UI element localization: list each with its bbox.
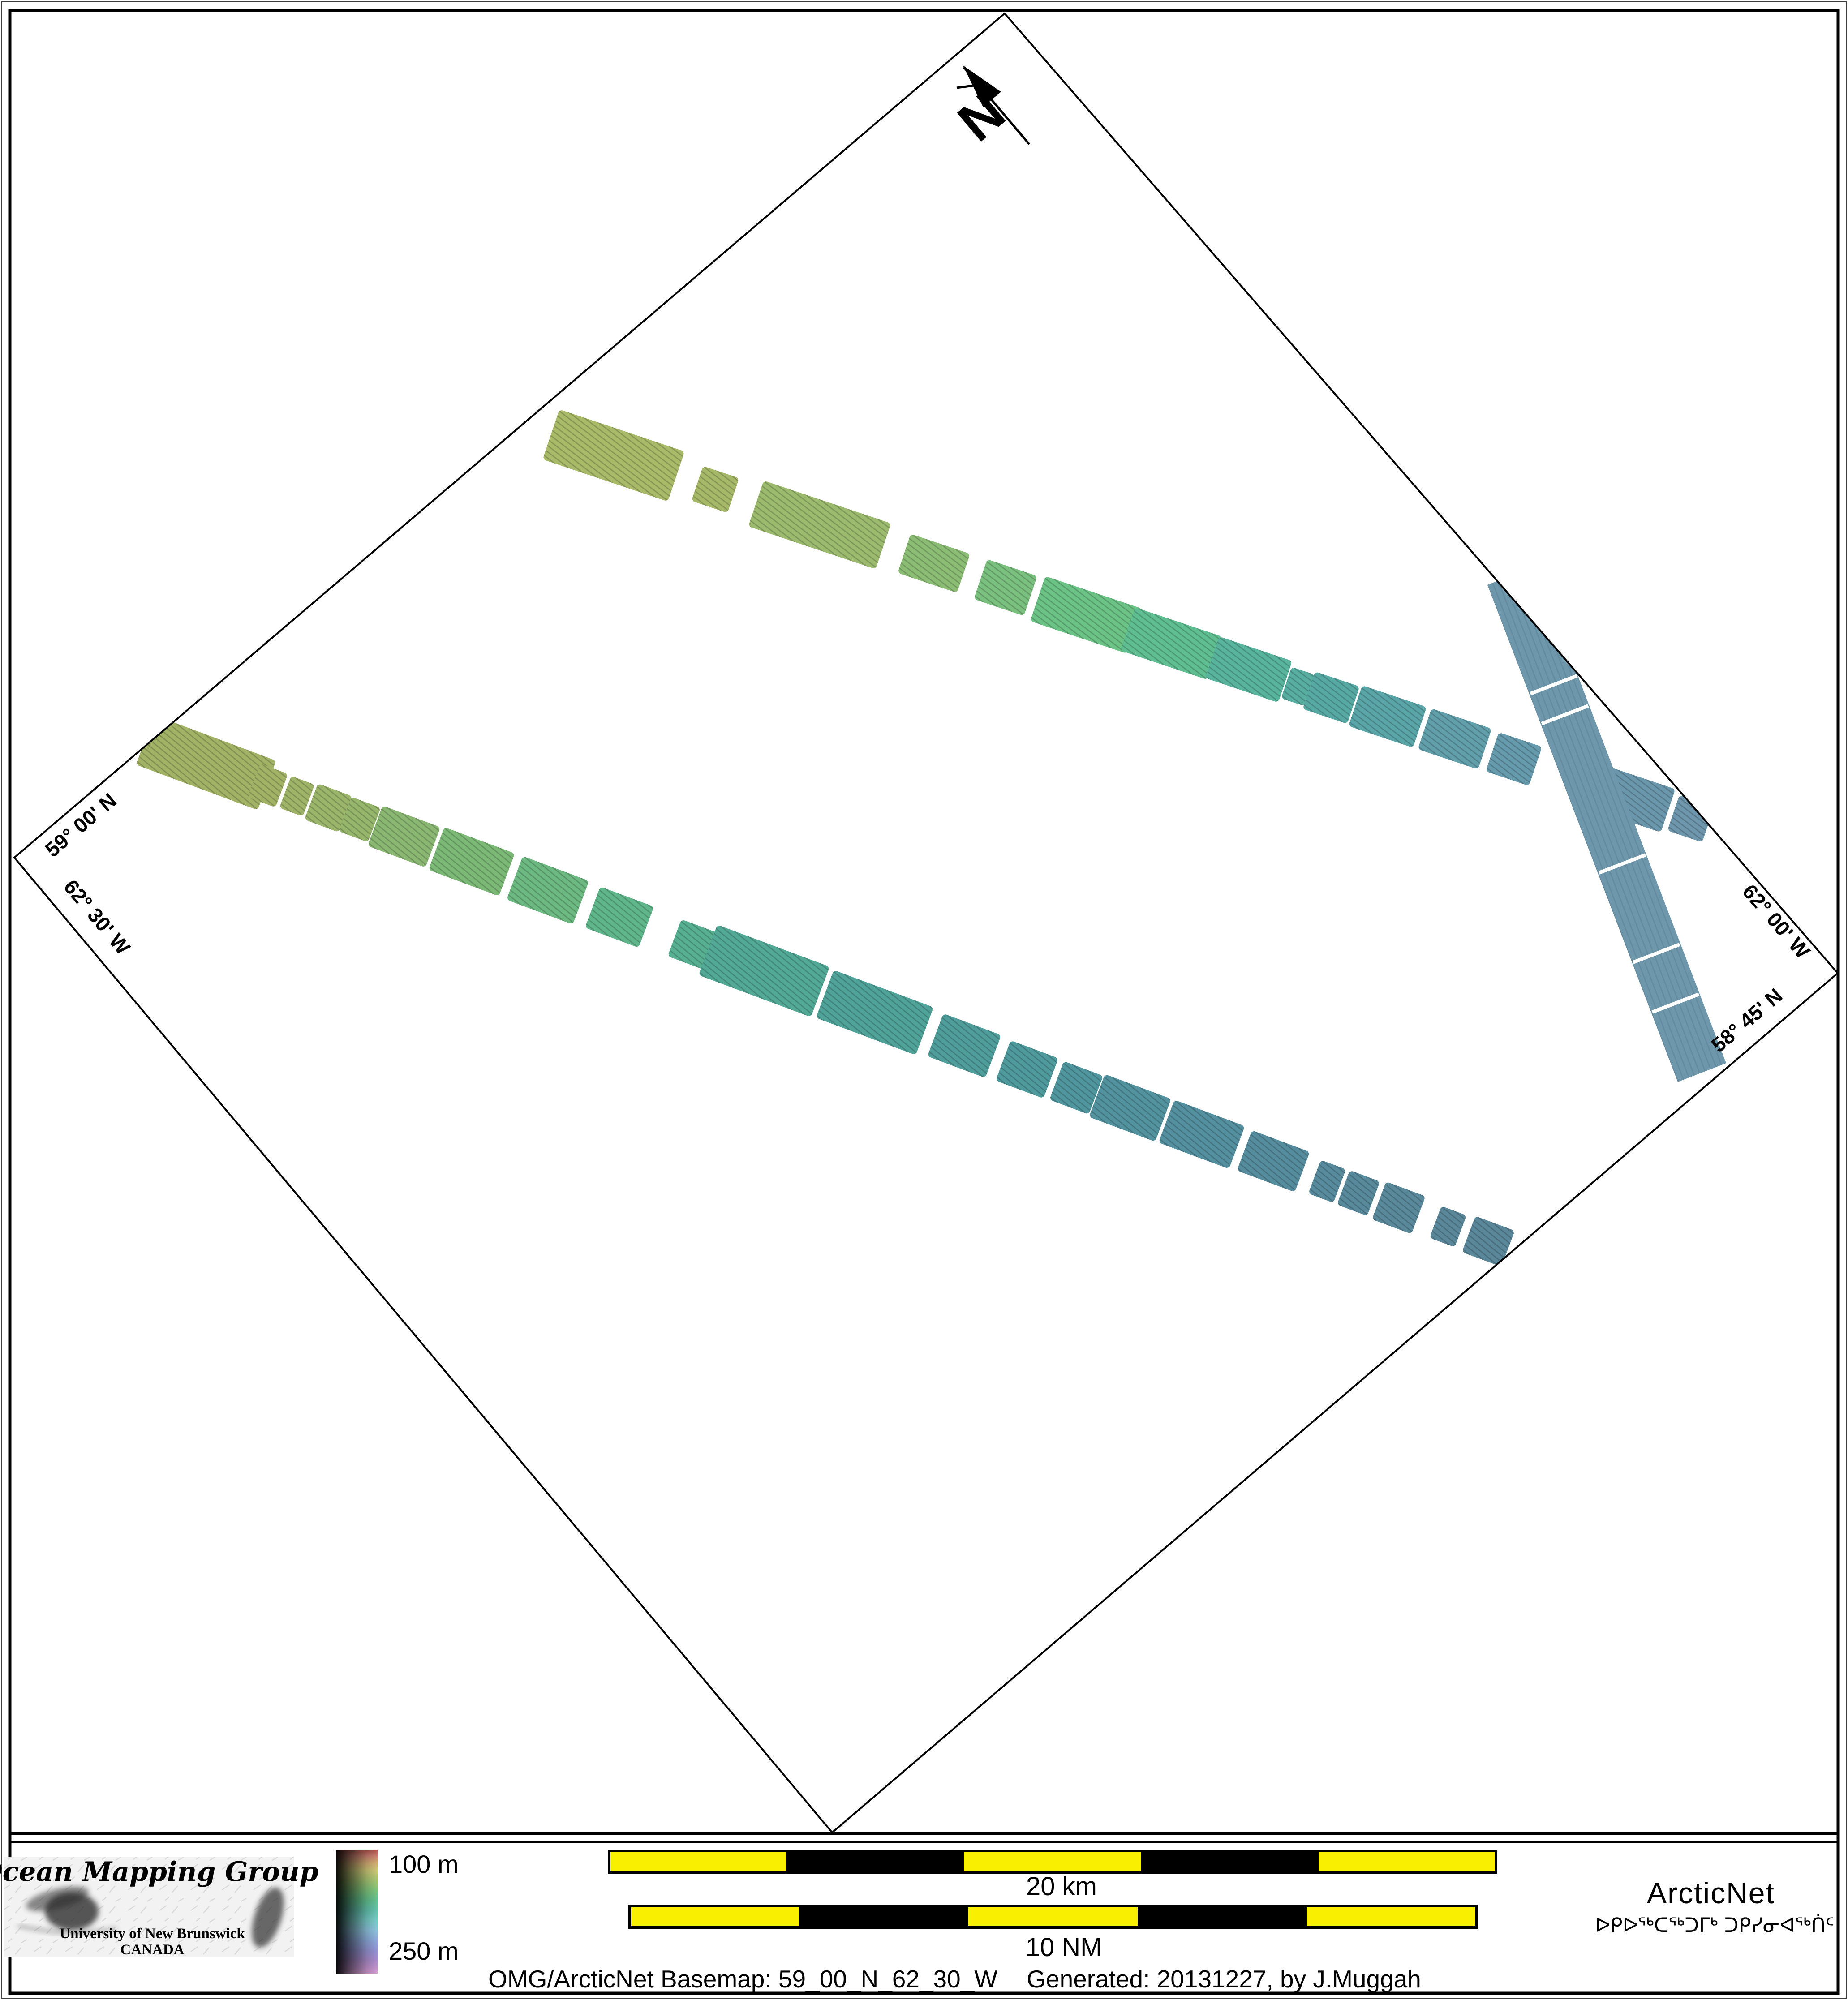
colorbar-top-label: 100 m (389, 1850, 459, 1878)
scalebar-segment (968, 1906, 1138, 1927)
swath-patch-texture (997, 1041, 1057, 1098)
swath-patch-texture (1373, 1182, 1425, 1233)
swath-patch-texture (749, 481, 890, 568)
swath-patch-texture (1090, 1075, 1170, 1141)
depth-colorbar: 100 m 250 m (336, 1850, 459, 1974)
arcticnet-name: ArcticNet (1647, 1876, 1775, 1910)
scalebar-segment (786, 1851, 964, 1873)
swath-patch-texture (429, 828, 514, 895)
arcticnet-logo: ArcticNet ᐅᑭᐅᖅᑕᖅᑐᒥᒃ ᑐᑭᓯᓂᐊᖅᑏᑦ (1595, 1876, 1834, 1937)
swath-coverage-layer (137, 410, 1726, 1266)
scalebar-segment (630, 1906, 799, 1927)
unb-line: University of New Brunswick (60, 1926, 245, 1942)
scalebar-segment (609, 1851, 786, 1873)
swath-patch-texture (1303, 672, 1359, 723)
swath-patch-texture (1031, 577, 1141, 653)
swath-patch-texture (137, 716, 275, 809)
swath-patch-texture (1463, 1217, 1514, 1266)
map-neatline (13, 12, 1839, 1834)
longitude-label-top-right: 62° 00' W (1738, 880, 1814, 963)
swath-patch-texture (817, 971, 933, 1054)
bird-branch-icon (17, 1924, 117, 1934)
map-caption-generated: Generated: 20131227, by J.Muggah (1027, 1965, 1421, 1993)
scalebar-segment (1319, 1851, 1496, 1873)
scalebar-km-label: 20 km (1026, 1872, 1097, 1901)
colorbar-bottom-label: 250 m (389, 1937, 459, 1965)
swath-patch-texture (1282, 668, 1314, 705)
scalebar-segment (964, 1851, 1141, 1873)
swath-patch-texture (699, 926, 829, 1016)
map-caption: OMG/ArcticNet Basemap: 59_00_N_62_30_W Ge… (488, 1965, 1421, 1993)
arcticnet-syllabics: ᐅᑭᐅᖅᑕᖅᑐᒥᒃ ᑐᑭᓯᓂᐊᖅᑏᑦ (1595, 1914, 1834, 1937)
swath-patch-texture (1349, 686, 1426, 747)
swath-patch-texture (586, 887, 653, 947)
legend-separator-line-2 (11, 1841, 1837, 1843)
inner-page-border (8, 9, 1840, 1995)
legend-separator-line-1 (11, 1832, 1837, 1835)
swath-patch-texture (1338, 1171, 1379, 1215)
swath-patch-texture (1159, 1101, 1244, 1168)
north-arrow: N (947, 65, 1030, 153)
scale-bars (608, 1850, 1497, 1929)
swath-patch-texture (368, 807, 440, 867)
map-caption-title: OMG/ArcticNet Basemap: 59_00_N_62_30_W (488, 1965, 997, 1993)
north-arrow-head-icon (963, 65, 1001, 107)
swath-gap-line (1541, 704, 1589, 725)
longitude-label-bottom-left: 62° 30' W (59, 875, 135, 959)
swath-patch-texture (1309, 1161, 1345, 1202)
bird-body-icon (45, 1893, 99, 1930)
scalebar-outline (608, 1850, 1497, 1874)
swath-patch-texture (1238, 1131, 1309, 1191)
swath-gap-line (1530, 674, 1578, 695)
scalebar-outline (628, 1905, 1478, 1929)
unb-country-line: CANADA (120, 1942, 185, 1958)
scalebar-segment (1138, 1906, 1307, 1927)
swath-gap-line (1598, 853, 1646, 875)
swath-patch-texture (975, 560, 1036, 615)
swath-patch-texture (1668, 796, 1714, 841)
swath-patch-texture (1418, 709, 1491, 769)
north-arrow-tick (956, 83, 984, 89)
swath-patch-texture (1430, 1207, 1466, 1246)
crossing-swath-texture (1487, 566, 1726, 1082)
swath-gap-line (1651, 992, 1700, 1014)
swath-patch-texture (692, 467, 739, 512)
north-arrow-letter: N (947, 81, 1016, 153)
swath-patch-texture (340, 798, 380, 841)
swath-patch-texture (280, 777, 314, 816)
swath-patch-texture (507, 857, 588, 924)
scalebar-segment (1141, 1851, 1319, 1873)
colorbar-shade-ramp (336, 1850, 378, 1974)
swath-patch-texture (898, 535, 969, 592)
swath-patch-texture (249, 764, 287, 807)
scalebar-segment (799, 1906, 968, 1927)
swath-patch-texture (1206, 637, 1292, 702)
omg-logo: Ocean Mapping Group University of New Br… (0, 1856, 318, 1958)
swath-patch-texture (928, 1014, 1001, 1077)
swath-patch-texture (543, 410, 684, 501)
omg-title: Ocean Mapping Group (0, 1856, 318, 1888)
swath-patch-texture (1487, 733, 1541, 785)
feather-icon (252, 1887, 284, 1948)
swath-patch-texture (1050, 1062, 1102, 1114)
swath-patch-texture (1121, 608, 1221, 679)
scalebar-segment (1307, 1906, 1476, 1927)
latitude-label-bottom-right: 58° 45' N (1707, 983, 1787, 1056)
scalebar-nm-label: 10 NM (1026, 1933, 1102, 1962)
swath-gap-line (1632, 943, 1680, 964)
swath-patch-texture (305, 784, 352, 832)
